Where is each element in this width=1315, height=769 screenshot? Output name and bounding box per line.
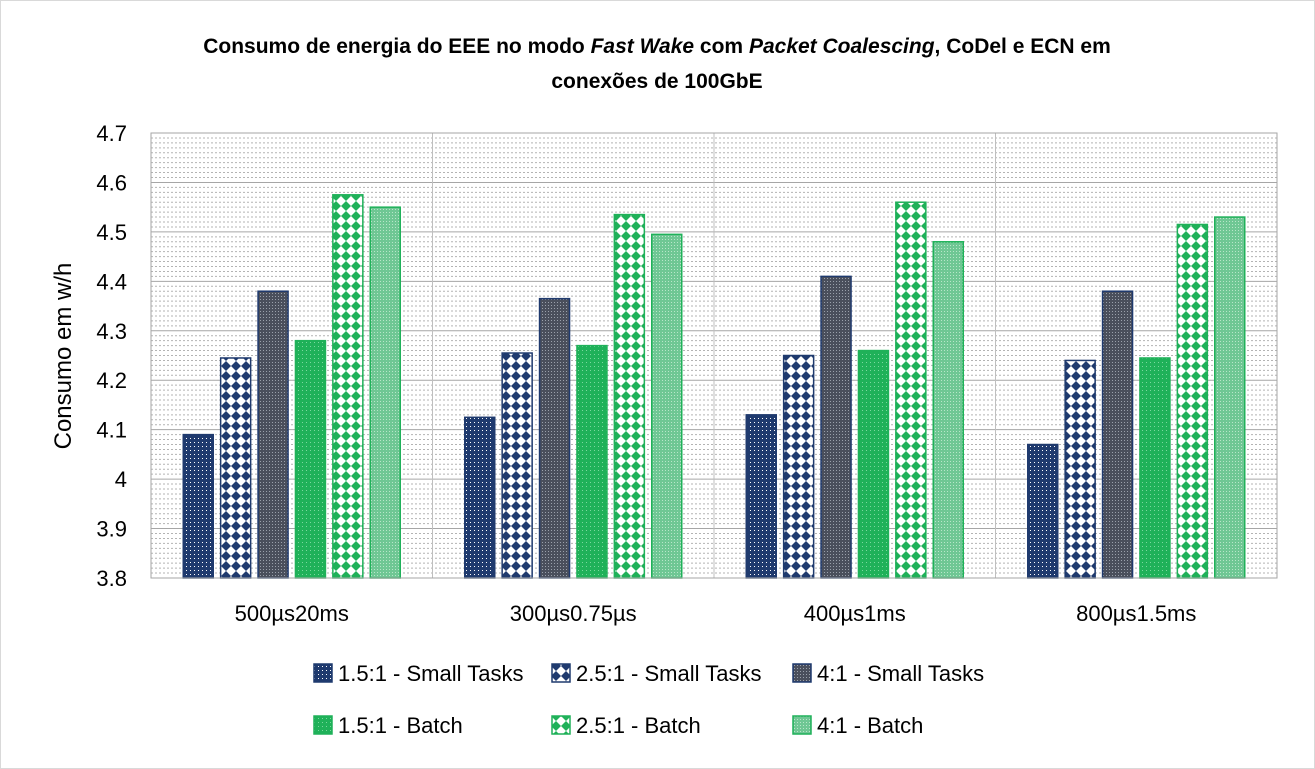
legend-label: 2.5:1 - Batch	[576, 713, 701, 738]
legend: 1.5:1 - Small Tasks 2.5:1 - Small Tasks 4:…	[313, 661, 984, 738]
bar	[538, 297, 571, 579]
legend-swatch	[792, 715, 812, 735]
x-axis-labels: 500µs20ms 300µs0.75µs 400µs1ms 800µs1.5ms	[235, 601, 1197, 626]
plot-area-border	[150, 132, 1278, 579]
legend-label: 2.5:1 - Small Tasks	[576, 661, 761, 686]
bar	[1101, 290, 1134, 579]
chart-title-line-2: conexões de 100GbE	[551, 70, 762, 93]
y-tick-label: 4.7	[96, 121, 127, 146]
legend-label: 1.5:1 - Small Tasks	[338, 661, 523, 686]
bar	[1214, 216, 1246, 579]
x-tick-label: 500µs20ms	[235, 601, 349, 626]
bar	[1064, 359, 1096, 579]
legend-swatch	[792, 663, 812, 683]
bar	[745, 414, 777, 579]
y-tick-label: 4.3	[96, 319, 127, 344]
chart-title-line-1: Consumo de energia do EEE no modo Fast W…	[203, 35, 1111, 58]
bar	[1027, 443, 1059, 579]
chart-title-part: Consumo de energia do EEE no modo	[203, 35, 590, 58]
bar	[369, 206, 401, 579]
bar	[182, 433, 214, 579]
bar	[895, 201, 927, 579]
chart-title-part: Packet Coalescing	[749, 35, 935, 58]
x-tick-label: 400µs1ms	[804, 601, 906, 626]
bar	[782, 354, 815, 579]
chart-title-part: com	[694, 35, 749, 58]
y-tick-label: 3.8	[96, 566, 127, 591]
y-axis-title: Consumo em w/h	[50, 263, 77, 450]
bar	[294, 339, 327, 579]
y-axis-ticks: 3.8 3.9 4 4.1 4.2 4.3 4.4 4.5 4.6 4.7	[96, 121, 127, 591]
bar	[219, 357, 252, 579]
bar	[651, 233, 683, 579]
legend-label: 4:1 - Batch	[817, 713, 923, 738]
chart-title-part: , CoDel e ECN em	[935, 35, 1111, 58]
y-tick-label: 4.5	[96, 220, 127, 245]
y-tick-label: 4	[115, 467, 127, 492]
bar	[1176, 223, 1209, 579]
y-tick-label: 3.9	[96, 517, 127, 542]
y-tick-label: 4.4	[96, 269, 127, 294]
x-tick-label: 300µs0.75µs	[510, 601, 637, 626]
y-tick-label: 4.6	[96, 170, 127, 195]
legend-swatch	[313, 663, 333, 683]
plot-frame	[150, 132, 1278, 579]
x-tick-label: 800µs1.5ms	[1076, 601, 1196, 626]
bar	[613, 213, 646, 579]
chart-title-part: Fast Wake	[591, 35, 695, 58]
bar	[576, 344, 608, 579]
bar	[501, 352, 533, 579]
bar	[1139, 357, 1171, 579]
legend-label: 4:1 - Small Tasks	[817, 661, 984, 686]
bar	[332, 194, 364, 579]
bar	[857, 349, 890, 579]
bar	[257, 290, 289, 579]
category-separators	[432, 133, 996, 578]
y-tick-label: 4.1	[96, 418, 127, 443]
legend-label: 1.5:1 - Batch	[338, 713, 463, 738]
bar-series-group	[182, 194, 1246, 579]
bar	[932, 241, 964, 579]
legend-swatch	[551, 715, 571, 735]
legend-swatch	[313, 715, 333, 735]
legend-swatch	[551, 663, 571, 683]
y-tick-label: 4.2	[96, 368, 127, 393]
bar	[820, 275, 852, 579]
bar	[464, 416, 496, 579]
